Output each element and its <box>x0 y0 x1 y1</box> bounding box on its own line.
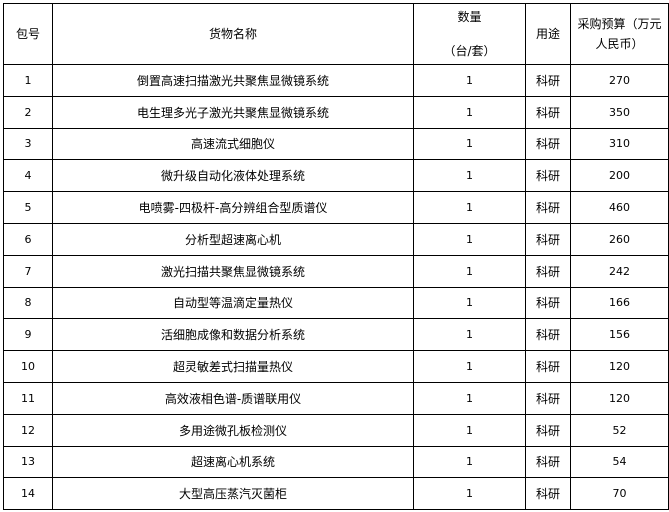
cell-budget: 200 <box>570 159 669 193</box>
header-name: 货物名称 <box>52 3 414 65</box>
header-budget-line2: 人民币） <box>595 37 644 51</box>
cell-name: 电喷雾-四极杆-高分辨组合型质谱仪 <box>52 191 414 224</box>
cell-package: 6 <box>3 222 53 256</box>
procurement-table: 包号 货物名称 数量 （台/套） 用途 采购预算（万元 人民币） 1 倒置高速扫描激光… <box>3 3 669 511</box>
cell-qty: 1 <box>413 127 526 161</box>
cell-name: 高效液相色谱-质谱联用仪 <box>52 381 414 415</box>
cell-budget: 310 <box>570 127 669 161</box>
cell-name: 电生理多光子激光共聚焦显微镜系统 <box>52 95 414 129</box>
header-use: 用途 <box>525 3 571 65</box>
cell-qty: 1 <box>413 286 526 320</box>
header-budget-line1: 采购预算（万元 <box>577 17 662 31</box>
cell-budget: 350 <box>570 95 669 129</box>
cell-budget: 460 <box>570 191 669 224</box>
cell-package: 4 <box>3 159 53 193</box>
cell-package: 12 <box>3 413 53 447</box>
table-row: 5 电喷雾-四极杆-高分辨组合型质谱仪 1 科研 460 <box>3 191 669 224</box>
header-qty: 数量 （台/套） <box>413 3 526 65</box>
cell-package: 14 <box>3 477 53 511</box>
cell-name: 活细胞成像和数据分析系统 <box>52 318 414 352</box>
cell-qty: 1 <box>413 254 526 288</box>
cell-name: 微升级自动化液体处理系统 <box>52 159 414 193</box>
cell-use: 科研 <box>525 64 571 97</box>
cell-use: 科研 <box>525 381 571 415</box>
cell-name: 倒置高速扫描激光共聚焦显微镜系统 <box>52 64 414 97</box>
cell-package: 10 <box>3 350 53 383</box>
cell-budget: 120 <box>570 381 669 415</box>
cell-budget: 70 <box>570 477 669 511</box>
cell-name: 分析型超速离心机 <box>52 222 414 256</box>
table-row: 7 激光扫描共聚焦显微镜系统 1 科研 242 <box>3 254 669 288</box>
cell-name: 激光扫描共聚焦显微镜系统 <box>52 254 414 288</box>
table-row: 12 多用途微孔板检测仪 1 科研 52 <box>3 413 669 447</box>
cell-qty: 1 <box>413 413 526 447</box>
cell-name: 高速流式细胞仪 <box>52 127 414 161</box>
cell-budget: 52 <box>570 413 669 447</box>
cell-qty: 1 <box>413 350 526 383</box>
header-qty-line1: 数量 <box>457 10 482 24</box>
cell-package: 3 <box>3 127 53 161</box>
cell-budget: 166 <box>570 286 669 320</box>
cell-package: 11 <box>3 381 53 415</box>
cell-qty: 1 <box>413 64 526 97</box>
cell-name: 超灵敏差式扫描量热仪 <box>52 350 414 383</box>
cell-package: 5 <box>3 191 53 224</box>
header-qty-line2: （台/套） <box>443 44 496 58</box>
cell-package: 2 <box>3 95 53 129</box>
cell-qty: 1 <box>413 159 526 193</box>
cell-budget: 242 <box>570 254 669 288</box>
cell-package: 9 <box>3 318 53 352</box>
table-row: 4 微升级自动化液体处理系统 1 科研 200 <box>3 159 669 193</box>
header-row: 包号 货物名称 数量 （台/套） 用途 采购预算（万元 人民币） <box>3 3 669 65</box>
cell-qty: 1 <box>413 381 526 415</box>
cell-package: 7 <box>3 254 53 288</box>
cell-package: 13 <box>3 445 53 479</box>
cell-qty: 1 <box>413 477 526 511</box>
cell-name: 超速离心机系统 <box>52 445 414 479</box>
table-row: 13 超速离心机系统 1 科研 54 <box>3 445 669 479</box>
table-row: 8 自动型等温滴定量热仪 1 科研 166 <box>3 286 669 320</box>
cell-qty: 1 <box>413 95 526 129</box>
cell-qty: 1 <box>413 445 526 479</box>
cell-use: 科研 <box>525 318 571 352</box>
table-row: 11 高效液相色谱-质谱联用仪 1 科研 120 <box>3 381 669 415</box>
table-row: 6 分析型超速离心机 1 科研 260 <box>3 222 669 256</box>
cell-name: 自动型等温滴定量热仪 <box>52 286 414 320</box>
cell-budget: 54 <box>570 445 669 479</box>
table-row: 2 电生理多光子激光共聚焦显微镜系统 1 科研 350 <box>3 95 669 129</box>
cell-use: 科研 <box>525 286 571 320</box>
cell-qty: 1 <box>413 318 526 352</box>
cell-use: 科研 <box>525 95 571 129</box>
table-row: 3 高速流式细胞仪 1 科研 310 <box>3 127 669 161</box>
cell-use: 科研 <box>525 254 571 288</box>
cell-use: 科研 <box>525 222 571 256</box>
cell-budget: 260 <box>570 222 669 256</box>
cell-name: 大型高压蒸汽灭菌柜 <box>52 477 414 511</box>
cell-budget: 270 <box>570 64 669 97</box>
cell-use: 科研 <box>525 445 571 479</box>
cell-qty: 1 <box>413 191 526 224</box>
cell-package: 8 <box>3 286 53 320</box>
cell-use: 科研 <box>525 350 571 383</box>
cell-use: 科研 <box>525 191 571 224</box>
table-row: 14 大型高压蒸汽灭菌柜 1 科研 70 <box>3 477 669 511</box>
cell-use: 科研 <box>525 127 571 161</box>
cell-package: 1 <box>3 64 53 97</box>
table-row: 1 倒置高速扫描激光共聚焦显微镜系统 1 科研 270 <box>3 64 669 97</box>
cell-budget: 120 <box>570 350 669 383</box>
cell-use: 科研 <box>525 413 571 447</box>
cell-name: 多用途微孔板检测仪 <box>52 413 414 447</box>
table-row: 10 超灵敏差式扫描量热仪 1 科研 120 <box>3 350 669 383</box>
cell-qty: 1 <box>413 222 526 256</box>
header-package: 包号 <box>3 3 53 65</box>
cell-use: 科研 <box>525 159 571 193</box>
header-budget: 采购预算（万元 人民币） <box>570 3 669 65</box>
cell-use: 科研 <box>525 477 571 511</box>
table-row: 9 活细胞成像和数据分析系统 1 科研 156 <box>3 318 669 352</box>
cell-budget: 156 <box>570 318 669 352</box>
